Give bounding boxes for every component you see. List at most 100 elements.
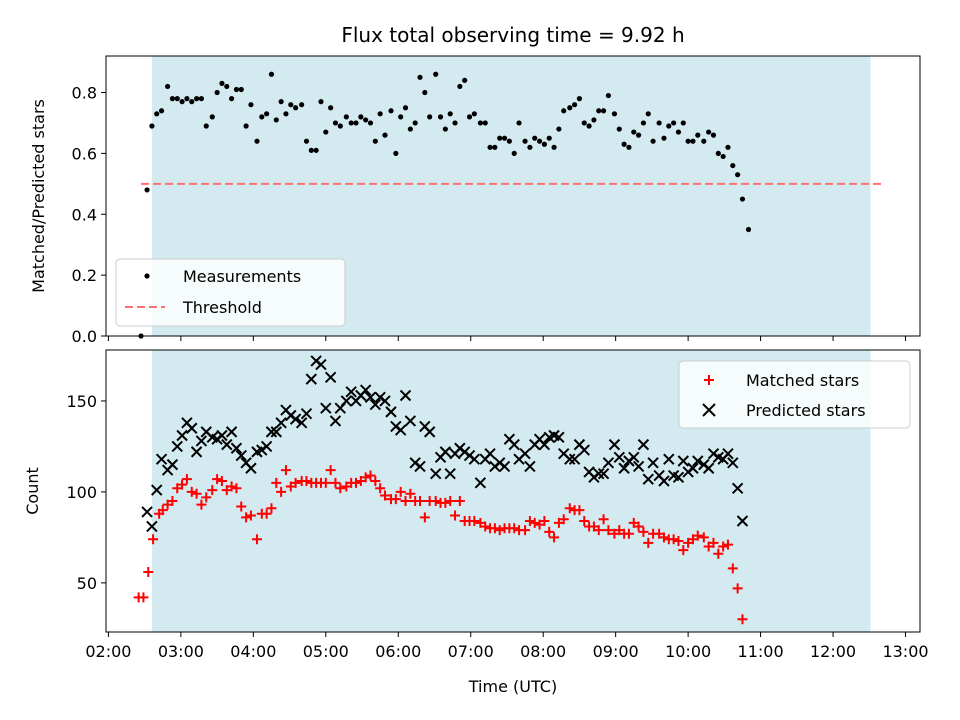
matched-stars-point: [494, 525, 505, 536]
measurements-point: [452, 120, 458, 126]
measurements-point: [238, 86, 244, 93]
measurements-point: [372, 138, 378, 144]
predicted-stars-point: [647, 457, 659, 469]
measurements-point: [591, 117, 597, 123]
matched-stars-point: [544, 526, 555, 537]
predicted-stars-point: [524, 460, 536, 473]
matched-stars-point: [643, 537, 654, 548]
matched-stars-point: [350, 477, 361, 488]
measurements-point: [437, 114, 444, 120]
measurements-point: [412, 120, 418, 126]
matched-stars-point: [143, 566, 154, 577]
predicted-stars-point: [637, 438, 650, 451]
matched-stars-point: [698, 532, 709, 543]
legend-label-matched-stars: Matched stars: [746, 371, 859, 390]
matched-stars-point: [290, 477, 301, 488]
x-tick-label: 08:00: [520, 642, 566, 661]
predicted-stars-point: [324, 371, 337, 383]
matched-stars-point: [330, 477, 341, 488]
measurements-point: [417, 74, 423, 80]
measurements-point: [377, 111, 383, 117]
measurements-point: [332, 120, 339, 126]
predicted-stars-point: [295, 417, 308, 429]
measurements-point: [536, 138, 543, 144]
predicted-stars-point: [538, 438, 551, 451]
measurements-point: [516, 120, 522, 126]
predicted-stars-point: [519, 447, 531, 460]
matched-stars-point: [430, 496, 441, 507]
measurements-point: [209, 114, 215, 120]
measurements-point: [278, 99, 284, 105]
measurements-point: [293, 105, 299, 111]
predicted-stars-point: [474, 477, 487, 489]
legend-marker-measurements: [144, 273, 150, 279]
count-panel: 02:00 03:00 04:00 05:00 06:00 07:00 08:00 09:00…: [23, 349, 929, 661]
measurements-point: [680, 120, 686, 126]
matched-stars-point: [212, 474, 223, 485]
matched-stars-point: [658, 532, 669, 543]
matched-stars-point: [633, 521, 644, 532]
predicted-stars-point: [364, 391, 377, 404]
measurements-point: [243, 123, 249, 129]
predicted-stars-point: [727, 457, 739, 469]
matched-stars-point: [271, 477, 282, 488]
matched-stars-point: [419, 512, 430, 523]
matched-stars-point: [181, 474, 192, 485]
measurements-point: [492, 144, 498, 150]
x-tick-label: 04:00: [230, 642, 276, 661]
matched-stars-point: [379, 490, 390, 501]
measurements-point: [541, 141, 548, 147]
predicted-stars-point: [498, 460, 511, 473]
predicted-stars-point: [235, 449, 247, 462]
matched-stars-point: [454, 496, 465, 507]
measurements-point: [398, 114, 404, 120]
measurements-point: [283, 111, 289, 117]
measurements-point: [303, 138, 310, 144]
matched-stars-point: [261, 508, 272, 519]
predicted-stars-point: [176, 429, 188, 442]
predicted-stars-point: [632, 460, 645, 473]
matched-stars-point: [638, 526, 649, 537]
measurements-point: [259, 114, 265, 120]
measurements-point: [318, 99, 324, 105]
y-tick-label: 50: [77, 574, 97, 593]
measurements-point: [616, 126, 622, 132]
measurements-point: [739, 196, 746, 202]
legend-label-threshold: Threshold: [182, 298, 262, 317]
matched-stars-point: [186, 486, 197, 497]
predicted-stars-point: [439, 446, 452, 458]
predicted-stars-point: [305, 373, 318, 385]
measurements-point: [551, 144, 557, 150]
y-axis-label: Count: [23, 467, 42, 515]
predicted-stars-point: [329, 415, 342, 427]
measurements-point: [264, 111, 270, 117]
matched-stars-point: [167, 496, 178, 507]
predicted-stars-point: [221, 438, 233, 451]
measurements-point: [328, 105, 334, 111]
measurements-point: [730, 162, 736, 169]
matched-stars-point: [718, 541, 729, 552]
legend-label-measurements: Measurements: [183, 267, 301, 286]
measurements-point: [248, 102, 254, 108]
measurements-point: [343, 114, 349, 120]
measurements-point: [154, 111, 160, 117]
measurements-point: [466, 114, 473, 120]
matched-stars-point: [469, 516, 480, 527]
predicted-stars-point: [597, 468, 610, 480]
measurements-point: [666, 123, 672, 129]
measurements-point: [219, 80, 225, 86]
measurements-point: [636, 132, 642, 138]
matched-stars-point: [708, 537, 719, 548]
predicted-stars-point: [602, 457, 615, 469]
measurements-point: [393, 150, 399, 156]
measurements-point: [626, 144, 632, 150]
y-tick-label: 100: [66, 483, 97, 502]
measurements-point: [164, 83, 171, 90]
measurements-point: [621, 141, 627, 147]
measurements-point: [706, 129, 712, 135]
measurements-point: [313, 147, 319, 153]
matched-stars-point: [276, 486, 287, 497]
x-tick-label: 05:00: [303, 642, 349, 661]
predicted-stars-point: [628, 451, 640, 464]
